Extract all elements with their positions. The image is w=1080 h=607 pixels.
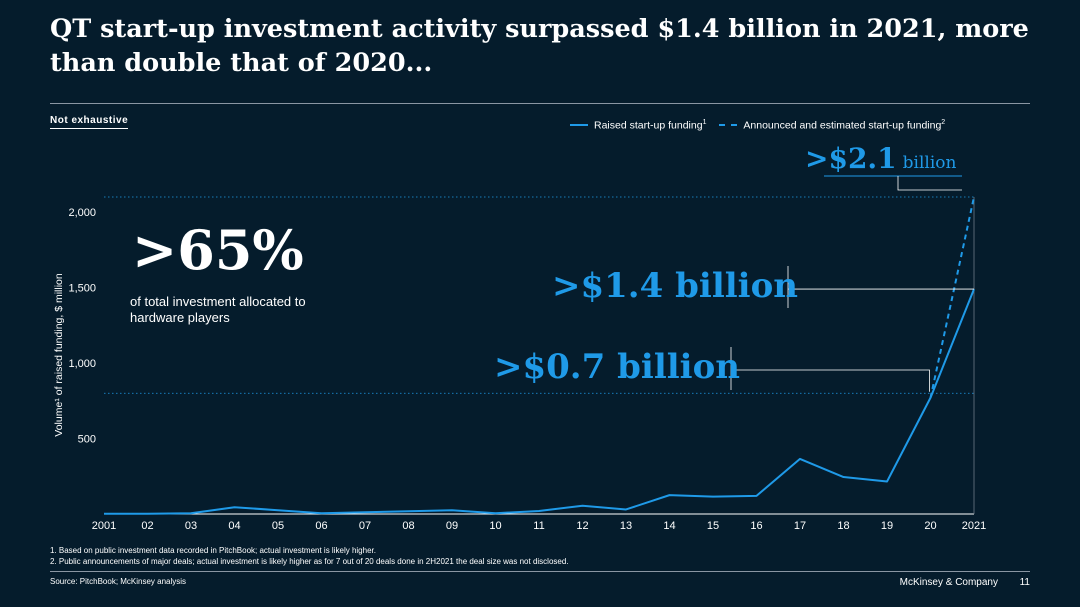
chart-axes	[104, 197, 975, 515]
raised-funding-line	[104, 288, 975, 515]
x-tick-label: 12	[576, 520, 588, 532]
footnotes: 1. Based on public investment data recor…	[50, 545, 569, 567]
x-tick-label: 2001	[92, 520, 116, 532]
x-tick-label: 2021	[962, 520, 986, 532]
slide-title: QT start-up investment activity surpasse…	[50, 14, 1029, 78]
legend-raised-footnote-mark: 1	[702, 119, 707, 126]
announced-funding-line	[929, 196, 975, 398]
callout-2-1-connector	[897, 176, 962, 191]
y-tick-label: 1,000	[68, 358, 96, 370]
series-lines	[104, 196, 975, 515]
title-divider	[50, 103, 1030, 104]
y-axis-label: Volume¹ of raised funding, $ million	[53, 273, 65, 437]
y-tick-label: 2,000	[68, 207, 96, 219]
footnote-1: 1. Based on public investment data recor…	[50, 546, 376, 555]
y-tick-label: 1,500	[68, 283, 96, 295]
callout-connectors	[730, 175, 974, 392]
callout-1-4-billion: >$1.4 billion	[552, 266, 798, 306]
x-tick-label: 18	[837, 520, 849, 532]
x-tick-label: 05	[272, 520, 284, 532]
x-tick-label: 14	[663, 520, 675, 532]
y-tick-label: 500	[78, 434, 96, 446]
hardware-share-value: >65%	[132, 218, 304, 282]
x-tick-label: 20	[924, 520, 936, 532]
x-tick-label: 02	[141, 520, 153, 532]
x-tick-label: 04	[228, 520, 240, 532]
callout-2-1-unit: billion	[902, 153, 957, 173]
callout-2-1-value: >$2.1	[805, 142, 897, 175]
callout-0-7-billion: >$0.7 billion	[494, 347, 740, 387]
legend-solid-line-swatch	[570, 123, 588, 126]
x-tick-label: 19	[881, 520, 893, 532]
x-tick-label: 13	[620, 520, 632, 532]
x-tick-label: 15	[707, 520, 719, 532]
chart-legend: Raised start-up funding1 Announced and e…	[570, 119, 955, 132]
brand-name: McKinsey & Company	[899, 577, 998, 588]
x-tick-label: 16	[750, 520, 762, 532]
x-tick-label: 10	[489, 520, 501, 532]
x-tick-label: 09	[446, 520, 458, 532]
callout-2-1-billion: >$2.1 billion	[805, 142, 956, 175]
hardware-share-note: of total investment allocated to hardwar…	[130, 294, 306, 325]
legend-item-raised: Raised start-up funding1	[570, 119, 706, 132]
legend-item-announced: Announced and estimated start-up funding…	[719, 119, 945, 132]
legend-announced-footnote-mark: 2	[941, 119, 946, 126]
source-note: Source: PitchBook; McKinsey analysis	[50, 577, 187, 586]
x-tick-label: 17	[794, 520, 806, 532]
footnote-2: 2. Public announcements of major deals; …	[50, 557, 569, 566]
reference-lines	[104, 196, 974, 394]
y-tick-labels: 500 1,000 1,500 2,000	[68, 207, 96, 445]
x-tick-label: 06	[315, 520, 327, 532]
callout-0-7-connector	[731, 369, 930, 392]
x-tick-label: 03	[185, 520, 197, 532]
x-tick-label: 07	[359, 520, 371, 532]
legend-announced-label: Announced and estimated start-up funding	[743, 119, 942, 132]
footer-divider	[50, 571, 1030, 572]
x-tick-label: 11	[533, 520, 544, 532]
not-exhaustive-tag: Not exhaustive	[50, 115, 129, 129]
legend-raised-label: Raised start-up funding	[594, 119, 703, 132]
page-number: 11	[1019, 577, 1030, 588]
legend-dashed-line-swatch	[719, 123, 738, 126]
x-tick-label: 08	[402, 520, 414, 532]
x-tick-labels: 2001 02 03 04 05 06 07 08 09 10 11 12 13 14 15 16 17 18 19…	[92, 520, 986, 532]
